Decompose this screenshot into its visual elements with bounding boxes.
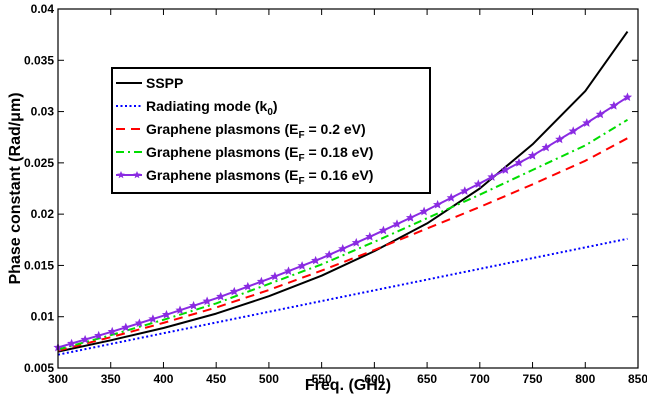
series-point-graphene-plasmons-ef-0-16-ev [446,193,456,202]
legend-marker-graphene-plasmons-ef-0-16-ev [117,171,125,179]
series-point-graphene-plasmons-ef-0-16-ev [500,165,510,174]
series-point-graphene-plasmons-ef-0-16-ev [161,309,172,319]
series-point-graphene-plasmons-ef-0-16-ev [338,243,348,253]
series-point-graphene-plasmons-ef-0-16-ev [568,126,578,136]
y-tick-label: 0.01 [31,310,55,324]
series-point-graphene-plasmons-ef-0-16-ev [433,199,443,209]
series-point-graphene-plasmons-ef-0-16-ev [595,109,605,119]
series-point-graphene-plasmons-ef-0-16-ev [473,179,483,189]
series-line-sspp [57,31,629,353]
x-tick-label: 600 [364,372,384,386]
legend-box [111,67,431,194]
y-tick-label: 0.02 [31,207,55,221]
series-point-graphene-plasmons-ef-0-16-ev [460,186,470,195]
series-line-graphene-plasmons-ef-0-18-ev [57,118,629,351]
x-tick-label: 400 [153,372,173,386]
series-point-graphene-plasmons-ef-0-16-ev [351,237,361,247]
series-point-graphene-plasmons-ef-0-16-ev [243,281,253,291]
series-point-graphene-plasmons-ef-0-16-ev [609,101,619,110]
series-point-graphene-plasmons-ef-0-16-ev [134,318,144,328]
x-axis-title: Freq. (GHz) [305,377,391,394]
series-point-graphene-plasmons-ef-0-16-ev [514,158,524,167]
legend-label-graphene-plasmons-ef-0-16-ev: Graphene plasmons (EF = 0.16 eV) [146,167,373,187]
x-tick-label: 850 [628,372,647,386]
legend: SSPP Radiating mode (k0) Graphene plasmons… [111,67,431,194]
series-point-graphene-plasmons-ef-0-16-ev [378,225,388,235]
legend-label-sspp: SSPP [146,75,183,91]
x-tick-label: 300 [48,372,68,386]
series-point-graphene-plasmons-ef-0-16-ev [121,322,131,332]
legend-label-radiating-mode-k0: Radiating mode (k0) [146,98,278,118]
series-point-graphene-plasmons-ef-0-16-ev [283,266,294,276]
x-tick-label: 750 [523,372,543,386]
series-point-graphene-plasmons-ef-0-16-ev [405,213,416,222]
series-point-graphene-plasmons-ef-0-16-ev [94,330,104,340]
series-point-graphene-plasmons-ef-0-16-ev [80,334,90,344]
x-tick-label: 550 [312,372,332,386]
series-point-graphene-plasmons-ef-0-16-ev [419,206,429,216]
series-point-graphene-plasmons-ef-0-16-ev [216,291,226,301]
x-tick-label: 800 [575,372,595,386]
x-tick-label: 650 [417,372,437,386]
series-point-graphene-plasmons-ef-0-16-ev [311,255,321,265]
series-point-graphene-plasmons-ef-0-16-ev [297,261,307,270]
series-point-graphene-plasmons-ef-0-16-ev [365,231,375,241]
x-tick-label: 350 [101,372,121,386]
series-point-graphene-plasmons-ef-0-16-ev [256,276,266,286]
series-point-graphene-plasmons-ef-0-16-ev [229,286,239,296]
x-tick-label: 700 [470,372,490,386]
plot-layer [53,31,633,356]
x-tick-label: 450 [206,372,226,386]
y-tick-label: 0.015 [24,258,54,272]
series-line-graphene-plasmons-ef-0-2-ev [57,137,628,352]
series-point-graphene-plasmons-ef-0-16-ev [541,142,551,152]
legend-label-graphene-plasmons-ef-0-2-ev: Graphene plasmons (EF = 0.2 eV) [146,121,366,141]
series-point-graphene-plasmons-ef-0-16-ev [555,134,565,144]
y-tick-label: 0.03 [31,105,55,119]
series-point-graphene-plasmons-ef-0-16-ev [622,92,633,102]
series-point-graphene-plasmons-ef-0-16-ev [148,314,158,323]
plot-frame [57,8,639,369]
series-point-graphene-plasmons-ef-0-16-ev [189,300,199,310]
series-point-graphene-plasmons-ef-0-16-ev [175,305,185,315]
y-tick-label: 0.04 [31,2,55,16]
legend-marker-graphene-plasmons-ef-0-16-ev [133,171,141,179]
series-point-graphene-plasmons-ef-0-16-ev [202,296,212,306]
series-line-radiating-mode-k0 [57,237,628,356]
series-point-graphene-plasmons-ef-0-16-ev [324,250,334,259]
series-point-graphene-plasmons-ef-0-16-ev [392,219,402,228]
legend-label-graphene-plasmons-ef-0-18-ev: Graphene plasmons (EF = 0.18 eV) [146,144,373,164]
series-point-graphene-plasmons-ef-0-16-ev [67,338,77,348]
series-point-graphene-plasmons-ef-0-16-ev [527,150,538,160]
x-tick-label: 500 [259,372,279,386]
y-tick-label: 0.025 [24,156,54,170]
y-axis-title: Phase constant (Rad/μm) [7,92,24,284]
series-point-graphene-plasmons-ef-0-16-ev [582,118,592,127]
series-point-graphene-plasmons-ef-0-16-ev [107,326,117,336]
y-tick-label: 0.035 [24,53,54,67]
series-point-graphene-plasmons-ef-0-16-ev [487,172,497,181]
series-point-graphene-plasmons-ef-0-16-ev [270,271,280,281]
tick-layer: 300 350 400 450 500 550 600 650 700 750 800 850 0.00… [24,2,647,386]
y-tick-label: 0.005 [24,361,54,375]
